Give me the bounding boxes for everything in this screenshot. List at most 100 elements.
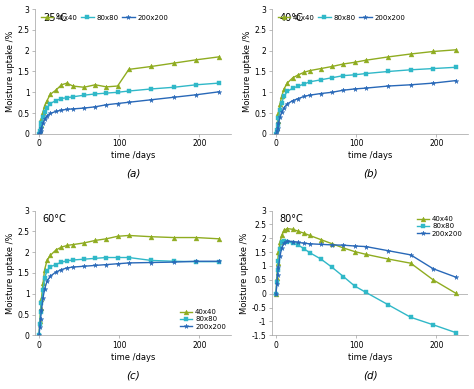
40x40 xyxy=(53,88,59,93)
40x40 xyxy=(44,98,50,103)
40x40 xyxy=(279,94,284,99)
40x40 xyxy=(430,49,436,54)
40x40 xyxy=(36,131,42,136)
Line: 80x80: 80x80 xyxy=(36,81,221,136)
Line: 200x200: 200x200 xyxy=(36,89,221,136)
40x40 xyxy=(59,245,64,249)
200x200 xyxy=(340,243,346,247)
40x40 xyxy=(70,242,75,247)
200x200 xyxy=(126,261,132,265)
200x200 xyxy=(115,261,120,266)
80x80 xyxy=(318,257,324,261)
80x80 xyxy=(281,94,287,99)
80x80 xyxy=(37,129,43,133)
80x80 xyxy=(274,280,280,284)
200x200 xyxy=(38,128,44,133)
40x40 xyxy=(284,81,290,86)
200x200 xyxy=(42,286,47,291)
200x200 xyxy=(279,245,284,250)
Line: 40x40: 40x40 xyxy=(36,233,221,338)
200x200 xyxy=(318,242,324,247)
80x80 xyxy=(38,301,44,305)
40x40 xyxy=(103,84,109,89)
200x200 xyxy=(281,241,287,245)
200x200 xyxy=(44,279,50,284)
80x80 xyxy=(318,77,324,82)
200x200 xyxy=(275,273,281,277)
200x200 xyxy=(37,130,43,135)
Legend: 40x40, 80x80, 200x200: 40x40, 80x80, 200x200 xyxy=(38,12,170,23)
X-axis label: time /days: time /days xyxy=(111,353,155,362)
80x80 xyxy=(352,72,357,77)
Line: 200x200: 200x200 xyxy=(36,259,221,338)
80x80 xyxy=(53,262,59,267)
40x40 xyxy=(64,81,70,86)
40x40 xyxy=(38,123,44,127)
80x80 xyxy=(193,259,199,264)
200x200 xyxy=(408,82,413,87)
Y-axis label: Moisture uptake /%: Moisture uptake /% xyxy=(6,31,15,112)
200x200 xyxy=(171,95,177,100)
80x80 xyxy=(38,125,44,130)
Text: 80°C: 80°C xyxy=(280,214,304,224)
40x40 xyxy=(42,267,47,272)
Line: 80x80: 80x80 xyxy=(273,238,458,335)
200x200 xyxy=(296,240,301,245)
80x80 xyxy=(103,91,109,95)
200x200 xyxy=(385,84,391,88)
80x80 xyxy=(44,105,50,110)
80x80 xyxy=(296,243,301,247)
Text: (b): (b) xyxy=(363,169,377,179)
40x40 xyxy=(352,60,357,65)
80x80 xyxy=(47,265,53,269)
200x200 xyxy=(81,264,87,268)
80x80 xyxy=(171,85,177,89)
80x80 xyxy=(92,91,98,96)
40x40 xyxy=(92,82,98,87)
40x40 xyxy=(340,245,346,250)
80x80 xyxy=(70,258,75,262)
200x200 xyxy=(363,86,369,91)
200x200 xyxy=(318,91,324,96)
80x80 xyxy=(273,131,279,136)
40x40 xyxy=(301,231,307,236)
200x200 xyxy=(284,102,290,106)
40x40 xyxy=(37,127,43,132)
Line: 40x40: 40x40 xyxy=(273,226,458,296)
80x80 xyxy=(171,259,177,264)
80x80 xyxy=(64,259,70,263)
80x80 xyxy=(115,90,120,95)
200x200 xyxy=(36,333,42,338)
200x200 xyxy=(277,254,283,259)
200x200 xyxy=(216,89,221,94)
80x80 xyxy=(42,109,47,114)
Line: 200x200: 200x200 xyxy=(273,78,458,136)
80x80 xyxy=(37,321,43,326)
80x80 xyxy=(275,259,281,263)
200x200 xyxy=(53,109,59,114)
200x200 xyxy=(307,242,312,246)
40x40 xyxy=(275,111,281,116)
80x80 xyxy=(385,69,391,74)
200x200 xyxy=(115,101,120,106)
200x200 xyxy=(64,266,70,270)
40x40 xyxy=(273,131,279,136)
200x200 xyxy=(36,131,42,136)
80x80 xyxy=(281,239,287,244)
200x200 xyxy=(148,260,154,265)
40x40 xyxy=(37,319,43,323)
80x80 xyxy=(307,251,312,255)
80x80 xyxy=(81,257,87,261)
200x200 xyxy=(301,241,307,245)
40x40 xyxy=(216,54,221,59)
80x80 xyxy=(275,116,281,121)
200x200 xyxy=(42,117,47,121)
40x40 xyxy=(329,64,335,69)
80x80 xyxy=(148,87,154,91)
80x80 xyxy=(307,79,312,84)
200x200 xyxy=(279,110,284,115)
200x200 xyxy=(81,106,87,110)
80x80 xyxy=(59,96,64,101)
80x80 xyxy=(352,284,357,288)
Line: 200x200: 200x200 xyxy=(273,238,458,296)
